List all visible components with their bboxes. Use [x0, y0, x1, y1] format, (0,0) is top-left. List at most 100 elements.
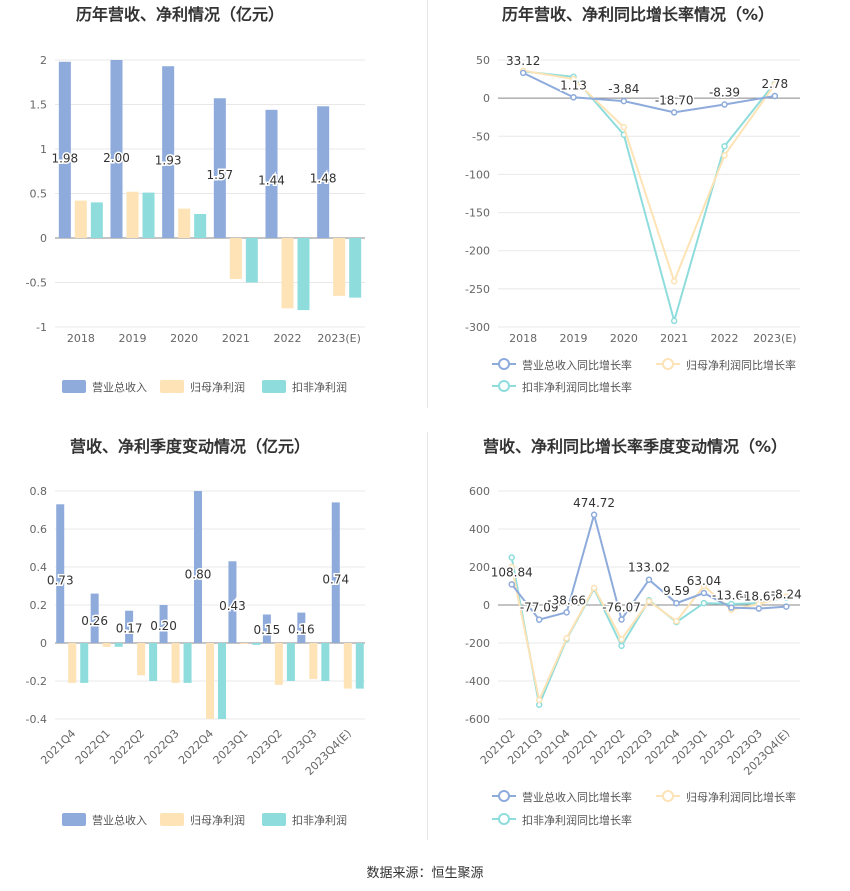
- bar-data-label: 1.93: [155, 154, 182, 168]
- bar: [90, 593, 99, 643]
- line-point: [670, 277, 678, 285]
- line-point: [563, 609, 570, 616]
- x-tick-label: 2023Q2: [245, 727, 285, 767]
- line-point: [519, 69, 527, 77]
- y-tick-label: -200: [465, 637, 490, 650]
- bar-data-label: 2.00: [103, 151, 130, 165]
- bar-data-label: 0.74: [322, 573, 349, 587]
- bar-data-label: 0.20: [150, 619, 177, 633]
- y-tick-label: -250: [465, 283, 490, 296]
- line-data-label: 1.13: [560, 78, 587, 92]
- bar-data-label: 0.26: [81, 614, 108, 628]
- line-data-label: -18.70: [655, 93, 694, 107]
- x-tick-label: 2018: [67, 332, 95, 345]
- line-data-label: -8.24: [771, 588, 802, 602]
- legend-label: 归母净利润: [190, 813, 245, 827]
- line-data-label: -77.09: [520, 601, 559, 615]
- y-tick-label: -100: [465, 168, 490, 181]
- bar: [218, 643, 226, 719]
- line-data-label: -76.07: [602, 600, 641, 614]
- x-tick-label: 2023(E): [753, 332, 797, 345]
- line-point: [645, 597, 653, 605]
- bar: [343, 643, 352, 689]
- line-point: [508, 554, 515, 561]
- bar: [68, 643, 77, 683]
- x-tick-label: 2018: [509, 332, 537, 345]
- line-data-label: -8.39: [709, 86, 740, 100]
- bar: [309, 643, 318, 680]
- y-tick-label: 0.6: [30, 523, 48, 536]
- line-data-label: 33.12: [506, 54, 540, 68]
- bar-data-label: 0.15: [254, 623, 281, 637]
- x-tick-label: 2022Q2: [107, 727, 147, 767]
- bar: [321, 643, 330, 681]
- bar: [194, 213, 207, 238]
- line-point: [755, 605, 763, 612]
- bar: [110, 60, 123, 238]
- line-point: [620, 97, 628, 105]
- line-point: [771, 81, 779, 88]
- line-point: [508, 581, 515, 588]
- quarterly-revenue-profit-chart: 营收、净利季度变动情况（亿元） 0.8 0.6 0.4 0.2 0 -0.2 -0.4 2021…: [0, 430, 425, 850]
- bar: [333, 238, 346, 296]
- bar-data-label: 0.73: [47, 574, 74, 588]
- legend-swatch: [160, 813, 184, 826]
- line-point: [590, 511, 598, 519]
- series-line: [523, 70, 776, 325]
- bar: [297, 238, 310, 311]
- bar: [56, 504, 65, 643]
- bar-data-label: 1.98: [51, 152, 78, 166]
- bar-data-label: 0.17: [116, 621, 143, 635]
- line-point: [728, 604, 735, 611]
- y-tick-label: -200: [465, 245, 490, 258]
- y-tick-label: 0: [483, 599, 490, 612]
- y-tick-label: -50: [472, 130, 490, 143]
- line-data-label: 63.04: [687, 574, 721, 588]
- legend-swatch: [160, 380, 184, 393]
- y-tick-label: 2: [40, 54, 47, 67]
- line-point: [563, 635, 570, 642]
- line-point: [700, 589, 708, 597]
- bar-data-label: 0.16: [288, 622, 315, 636]
- y-tick-label: 0.2: [30, 599, 48, 612]
- y-tick-label: -0.4: [26, 713, 47, 726]
- quarterly-growth-rate-chart: 营收、净利同比增长率季度变动情况（%） 600 400 200 0 -200 -400 -60…: [430, 430, 850, 850]
- bar-data-label: 1.48: [310, 172, 337, 186]
- y-tick-label: 0.8: [30, 485, 48, 498]
- y-tick-label: -600: [465, 713, 490, 726]
- legend-swatch-point: [498, 358, 510, 370]
- annual-growth-rate-svg: 历年营收、净利同比增长率情况（%） 50 0 -50 -100 -150 -200 -250 -…: [465, 5, 800, 394]
- line-point: [721, 152, 728, 159]
- x-tick-label: 2020: [610, 332, 638, 345]
- bar: [178, 208, 191, 238]
- line-point: [508, 563, 515, 571]
- legend-swatch-point: [498, 813, 510, 825]
- line-data-label: 2.78: [761, 77, 788, 91]
- line-point: [771, 92, 779, 100]
- legend-swatch: [62, 380, 86, 393]
- bar: [349, 238, 362, 298]
- bar: [286, 643, 295, 681]
- bar: [126, 191, 139, 238]
- y-tick-label: 1: [40, 143, 47, 156]
- y-tick-label: 0: [40, 232, 47, 245]
- vertical-divider-top: [427, 0, 428, 408]
- quarterly-revenue-profit-svg: 营收、净利季度变动情况（亿元）0.80.60.40.20-0.2-0.42021…: [26, 437, 365, 827]
- annual-revenue-profit-svg: 历年营收、净利情况（亿元） 2 1.5 1 0.5 0 -0.5 -1 2018 2019 2020…: [26, 5, 365, 394]
- legend-label: 扣非净利润: [292, 380, 347, 394]
- x-tick-label: 2022Q4: [176, 727, 216, 767]
- bar: [149, 643, 158, 681]
- line-data-label: -13.66: [712, 589, 751, 603]
- line-point: [618, 642, 625, 650]
- line-data-label: 9.59: [663, 584, 690, 598]
- line-point: [700, 582, 708, 590]
- line-point: [570, 94, 577, 101]
- series-line: [510, 566, 787, 704]
- x-tick-label: 2022: [711, 332, 739, 345]
- line-point: [535, 616, 543, 623]
- y-tick-label: -0.5: [26, 277, 47, 290]
- y-tick-label: 50: [476, 54, 490, 67]
- annual-revenue-profit-chart: 历年营收、净利情况（亿元） 2 1.5 1 0.5 0 -0.5 -1 2018 2019 2020…: [0, 0, 425, 410]
- line-point: [721, 101, 728, 108]
- x-tick-label: 2019: [560, 332, 588, 345]
